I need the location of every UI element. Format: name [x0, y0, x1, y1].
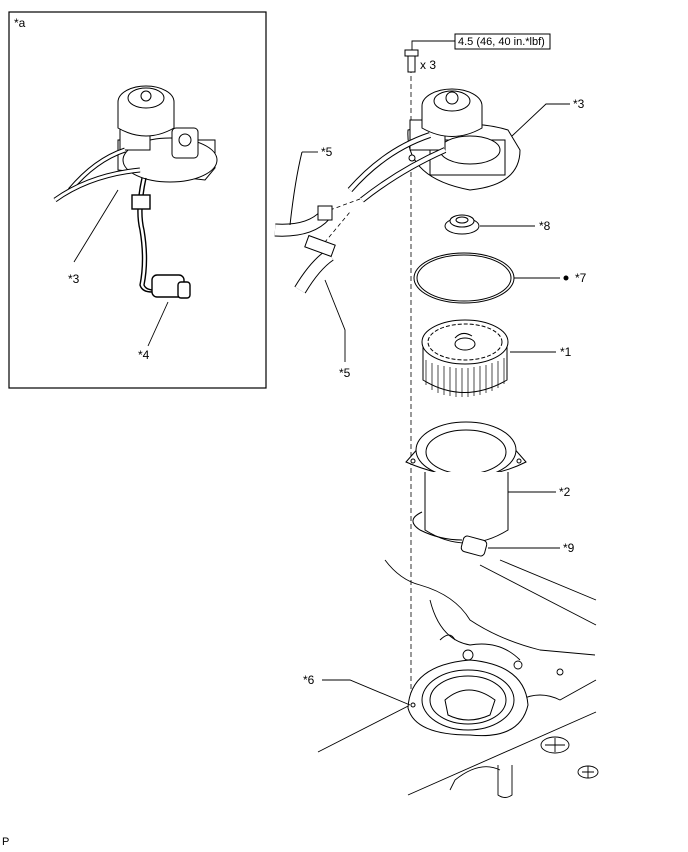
non-reusable-mark [563, 275, 569, 281]
torque-leader [411, 40, 455, 52]
fuel-hose-upper [274, 151, 333, 237]
inset-filter-head [53, 85, 218, 203]
callout-6-leader [322, 679, 411, 706]
fuel-filter-head [347, 88, 521, 203]
inset-label: *a [14, 16, 26, 30]
torque-box [454, 33, 551, 50]
fuel-hose-lower [294, 234, 336, 294]
callout-7: *7 [575, 271, 587, 285]
callout-1: *1 [560, 345, 572, 359]
callout-5-upper: *5 [321, 145, 333, 159]
vehicle-engine-bay [317, 559, 599, 798]
callout-8: *8 [539, 219, 551, 233]
cap-part [444, 214, 480, 235]
callout-5b-leader [324, 279, 346, 362]
inset-sensor-wire [131, 177, 191, 299]
inset-callout-4: *4 [138, 348, 150, 362]
callout-5-lower: *5 [339, 366, 351, 380]
inset-detail: *a *3 *4 [8, 11, 267, 389]
bolt-quantity: x 3 [420, 58, 436, 72]
filter-case [405, 421, 527, 557]
o-ring [413, 252, 515, 304]
callout-3: *3 [573, 97, 585, 111]
torque-spec: 4.5 (46, 40 in.*lbf) x 3 [404, 33, 551, 73]
callout-3-leader [511, 103, 570, 137]
callout-2: *2 [559, 485, 571, 499]
callout-9: *9 [563, 541, 575, 555]
bolt-icon [404, 49, 419, 73]
filter-mount-bracket [407, 659, 529, 737]
torque-value: 4.5 (46, 40 in.*lbf) [458, 36, 545, 48]
illustration-code: P [2, 836, 10, 848]
inset-frame [8, 11, 267, 389]
filter-element [421, 319, 509, 397]
inset-callout-3: *3 [68, 272, 80, 286]
inset-leader-lines [73, 189, 169, 347]
callout-6: *6 [303, 673, 315, 687]
